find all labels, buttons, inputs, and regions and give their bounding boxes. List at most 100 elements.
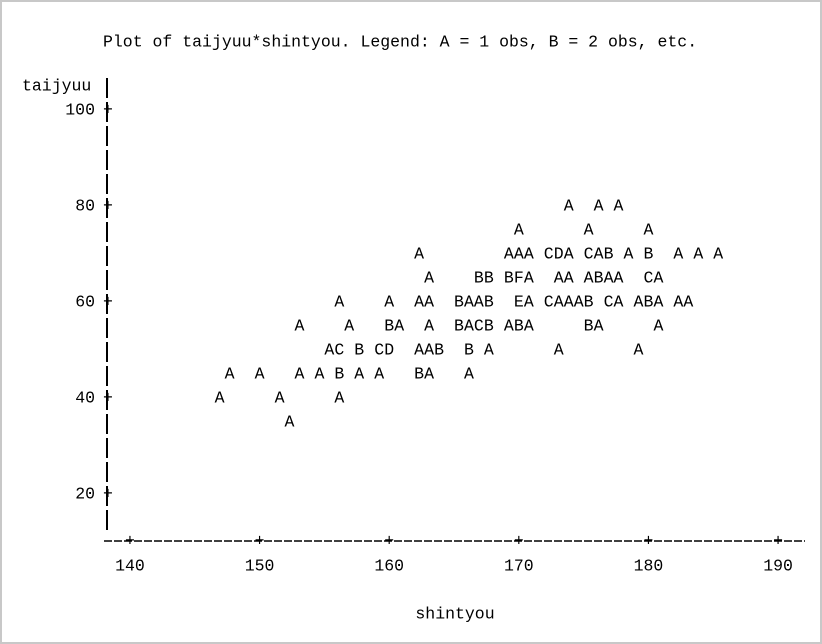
point-marker: A	[504, 316, 514, 335]
point-marker: A	[464, 292, 474, 311]
point-marker: A	[524, 316, 534, 335]
point-marker: B	[454, 292, 464, 311]
point-marker: A	[464, 316, 474, 335]
point-marker: B	[454, 316, 464, 335]
point-marker: A	[604, 268, 614, 287]
point-marker: A	[414, 292, 424, 311]
point-marker: A	[394, 316, 404, 335]
y-tick-label: 40	[75, 388, 95, 407]
point-marker: B	[484, 292, 494, 311]
point-marker: A	[624, 244, 634, 263]
point-marker: A	[683, 292, 693, 311]
point-marker: D	[384, 340, 394, 359]
x-tick-mark: +	[125, 531, 135, 550]
point-marker: A	[424, 292, 434, 311]
point-marker: A	[713, 244, 723, 263]
x-tick-label: 140	[115, 556, 145, 575]
point-marker: A	[524, 268, 534, 287]
point-marker: A	[614, 196, 624, 215]
point-marker: B	[594, 268, 604, 287]
point-marker: A	[634, 340, 644, 359]
point-marker: A	[424, 364, 434, 383]
x-tick-mark: +	[384, 531, 394, 550]
chart-title: Plot of taijyuu*shintyou. Legend: A = 1 …	[103, 32, 697, 51]
x-tick-label: 150	[245, 556, 275, 575]
x-tick-label: 170	[504, 556, 534, 575]
point-marker: B	[584, 292, 594, 311]
point-marker: A	[673, 292, 683, 311]
point-marker: A	[414, 244, 424, 263]
point-marker: A	[614, 292, 624, 311]
point-marker: A	[594, 316, 604, 335]
point-marker: A	[344, 316, 354, 335]
point-marker: A	[564, 196, 574, 215]
point-marker: B	[504, 268, 514, 287]
point-marker: A	[514, 220, 524, 239]
y-tick-mark: +	[103, 196, 113, 215]
point-marker: A	[464, 364, 474, 383]
point-marker: A	[594, 244, 604, 263]
y-tick-label: 80	[75, 196, 95, 215]
y-axis-label: taijyuu	[22, 76, 91, 95]
x-tick-mark: +	[514, 531, 524, 550]
point-marker: A	[354, 364, 364, 383]
x-tick-label: 190	[763, 556, 793, 575]
point-marker: A	[614, 268, 624, 287]
point-marker: A	[653, 316, 663, 335]
point-marker: B	[384, 316, 394, 335]
y-tick-mark: +	[103, 292, 113, 311]
point-marker: B	[604, 244, 614, 263]
x-tick-label: 180	[634, 556, 664, 575]
point-marker: A	[524, 292, 534, 311]
point-marker: A	[574, 292, 584, 311]
x-tick-label: 160	[374, 556, 404, 575]
point-marker: A	[255, 364, 265, 383]
point-marker: A	[314, 364, 324, 383]
point-marker: B	[464, 340, 474, 359]
point-marker: A	[564, 268, 574, 287]
point-marker: B	[414, 364, 424, 383]
point-marker: B	[643, 244, 653, 263]
y-tick-label: 100	[65, 100, 95, 119]
point-marker: C	[544, 292, 554, 311]
point-marker: A	[424, 340, 434, 359]
y-tick-label: 60	[75, 292, 95, 311]
point-marker: B	[484, 268, 494, 287]
point-marker: A	[334, 292, 344, 311]
point-marker: A	[693, 244, 703, 263]
point-marker: E	[514, 292, 524, 311]
point-marker: A	[414, 340, 424, 359]
point-marker: C	[474, 316, 484, 335]
point-marker: A	[673, 244, 683, 263]
x-tick-mark: +	[773, 531, 783, 550]
point-marker: A	[554, 292, 564, 311]
point-marker: A	[554, 268, 564, 287]
y-tick-mark: +	[103, 100, 113, 119]
point-marker: A	[275, 388, 285, 407]
y-tick-label: 20	[75, 484, 95, 503]
point-marker: A	[484, 340, 494, 359]
point-marker: A	[653, 292, 663, 311]
y-tick-mark: +	[103, 388, 113, 407]
point-marker: B	[514, 316, 524, 335]
point-marker: A	[634, 292, 644, 311]
point-marker: A	[474, 292, 484, 311]
point-marker: A	[225, 364, 235, 383]
point-marker: A	[285, 412, 295, 431]
point-marker: D	[554, 244, 564, 263]
point-marker: B	[484, 316, 494, 335]
x-axis-label: shintyou	[415, 604, 494, 623]
point-marker: A	[584, 268, 594, 287]
point-marker: C	[584, 244, 594, 263]
x-tick-mark: +	[643, 531, 653, 550]
point-marker: A	[564, 292, 574, 311]
point-marker: B	[334, 364, 344, 383]
point-marker: A	[334, 388, 344, 407]
point-marker: C	[643, 268, 653, 287]
point-marker: A	[424, 268, 434, 287]
point-marker: A	[594, 196, 604, 215]
point-marker: B	[434, 340, 444, 359]
